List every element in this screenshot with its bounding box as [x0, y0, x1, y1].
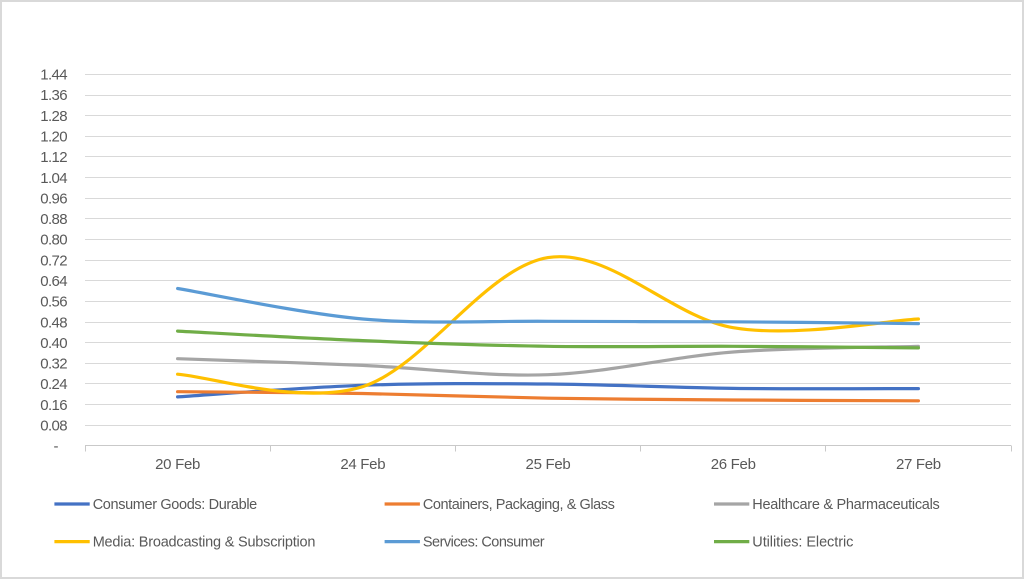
svg-text:0.24: 0.24	[40, 376, 67, 393]
svg-text:1.04: 1.04	[40, 170, 67, 187]
svg-text:27 Feb: 27 Feb	[896, 456, 941, 473]
svg-text:24 Feb: 24 Feb	[340, 456, 385, 473]
svg-text:1.44: 1.44	[40, 67, 67, 84]
svg-text:0.64: 0.64	[40, 273, 67, 290]
svg-text:0.80: 0.80	[40, 232, 67, 249]
svg-text:20 Feb: 20 Feb	[155, 456, 200, 473]
svg-text:1.12: 1.12	[40, 149, 67, 166]
svg-text:26 Feb: 26 Feb	[711, 456, 756, 473]
svg-text:Utilities: Electric: Utilities: Electric	[752, 535, 853, 551]
svg-text:Healthcare & Pharmaceuticals: Healthcare & Pharmaceuticals	[752, 497, 939, 513]
svg-text:0.08: 0.08	[40, 418, 67, 435]
svg-text:-: -	[54, 438, 59, 455]
svg-text:25 Feb: 25 Feb	[526, 456, 571, 473]
svg-text:0.16: 0.16	[40, 397, 67, 414]
svg-text:0.32: 0.32	[40, 356, 67, 373]
svg-text:0.72: 0.72	[40, 252, 67, 269]
svg-text:0.56: 0.56	[40, 294, 67, 311]
svg-text:Services: Consumer: Services: Consumer	[423, 535, 545, 551]
svg-text:0.88: 0.88	[40, 211, 67, 228]
svg-text:1.20: 1.20	[40, 129, 67, 146]
svg-text:0.96: 0.96	[40, 190, 67, 207]
svg-text:0.48: 0.48	[40, 314, 67, 331]
svg-text:0.40: 0.40	[40, 335, 67, 352]
svg-text:Media: Broadcasting & Subscrip: Media: Broadcasting & Subscription	[93, 535, 316, 551]
svg-text:1.36: 1.36	[40, 87, 67, 104]
svg-text:Consumer Goods: Durable: Consumer Goods: Durable	[93, 497, 257, 513]
svg-text:1.28: 1.28	[40, 108, 67, 125]
svg-text:Containers, Packaging, & Glass: Containers, Packaging, & Glass	[423, 497, 615, 513]
